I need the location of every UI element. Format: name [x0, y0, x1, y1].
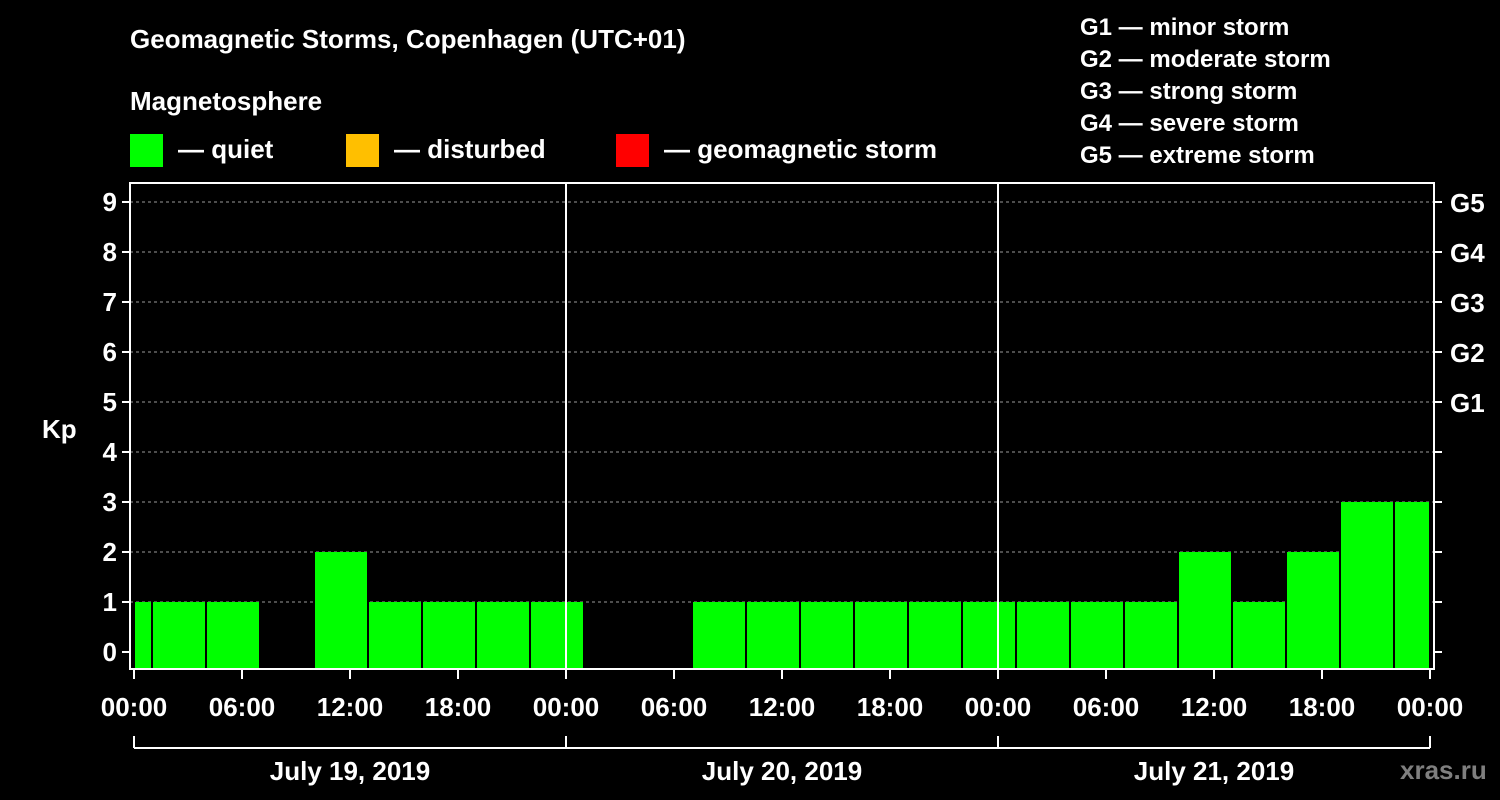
- kp-bar-15: [1071, 602, 1123, 668]
- storm-level-g5: G5 — extreme storm: [1080, 142, 1315, 169]
- x-tick-label-9: 06:00: [1073, 692, 1140, 722]
- kp-bar-18: [1233, 602, 1285, 668]
- legend-label-disturbed: — disturbed: [394, 134, 546, 164]
- right-axis-label-g3: G3: [1450, 288, 1485, 318]
- legend-swatch-storm: [616, 134, 649, 167]
- magnetosphere-label: Magnetosphere: [130, 86, 323, 116]
- kp-bar-10: [801, 602, 853, 668]
- legend-swatch-disturbed: [346, 134, 379, 167]
- x-tick-label-5: 06:00: [641, 692, 708, 722]
- right-axis-label-g5: G5: [1450, 188, 1485, 218]
- legend-label-storm: — geomagnetic storm: [664, 134, 938, 164]
- storm-level-g4: G4 — severe storm: [1080, 110, 1299, 137]
- kp-bar-16: [1125, 602, 1177, 668]
- x-tick-label-8: 00:00: [965, 692, 1032, 722]
- y-tick-label-0: 0: [103, 637, 117, 667]
- kp-bar-0: [135, 602, 151, 668]
- kp-bar-14: [1017, 602, 1069, 668]
- kp-bar-13: [963, 602, 1015, 668]
- kp-bar-9: [747, 602, 799, 668]
- kp-bar-6: [477, 602, 529, 668]
- y-axis-label: Kp: [42, 414, 77, 444]
- x-tick-label-12: 00:00: [1397, 692, 1464, 722]
- x-tick-label-0: 00:00: [101, 692, 168, 722]
- legend-swatch-quiet: [130, 134, 163, 167]
- chart-title: Geomagnetic Storms, Copenhagen (UTC+01): [130, 24, 686, 54]
- x-tick-label-1: 06:00: [209, 692, 276, 722]
- kp-bar-2: [207, 602, 259, 668]
- kp-bar-11: [855, 602, 907, 668]
- kp-bar-12: [909, 602, 961, 668]
- kp-bar-17: [1179, 552, 1231, 668]
- kp-bar-3: [315, 552, 367, 668]
- right-axis-label-g1: G1: [1450, 388, 1485, 418]
- x-tick-label-6: 12:00: [749, 692, 816, 722]
- y-tick-label-6: 6: [103, 337, 117, 367]
- y-tick-label-4: 4: [103, 437, 118, 467]
- kp-bar-1: [153, 602, 205, 668]
- x-tick-label-10: 12:00: [1181, 692, 1248, 722]
- x-tick-label-4: 00:00: [533, 692, 600, 722]
- kp-bar-8: [693, 602, 745, 668]
- storm-level-g2: G2 — moderate storm: [1080, 46, 1331, 73]
- x-tick-label-7: 18:00: [857, 692, 924, 722]
- right-axis-label-g2: G2: [1450, 338, 1485, 368]
- kp-bar-20: [1341, 502, 1393, 668]
- y-tick-label-1: 1: [103, 587, 117, 617]
- y-tick-label-7: 7: [103, 287, 117, 317]
- y-tick-label-9: 9: [103, 187, 117, 217]
- right-axis-label-g4: G4: [1450, 238, 1485, 268]
- y-tick-label-2: 2: [103, 537, 117, 567]
- x-tick-label-3: 18:00: [425, 692, 492, 722]
- kp-bar-5: [423, 602, 475, 668]
- y-tick-label-5: 5: [103, 387, 117, 417]
- watermark: xras.ru: [1400, 755, 1487, 785]
- x-tick-label-11: 18:00: [1289, 692, 1356, 722]
- day-label-1: July 20, 2019: [702, 756, 862, 786]
- kp-bar-4: [369, 602, 421, 668]
- day-label-0: July 19, 2019: [270, 756, 430, 786]
- kp-bar-19: [1287, 552, 1339, 668]
- storm-level-g1: G1 — minor storm: [1080, 14, 1290, 41]
- y-tick-label-3: 3: [103, 487, 117, 517]
- y-tick-label-8: 8: [103, 237, 117, 267]
- storm-level-g3: G3 — strong storm: [1080, 78, 1298, 105]
- kp-bar-21: [1395, 502, 1429, 668]
- legend-label-quiet: — quiet: [178, 134, 274, 164]
- kp-bar-7: [531, 602, 583, 668]
- x-tick-label-2: 12:00: [317, 692, 384, 722]
- day-label-2: July 21, 2019: [1134, 756, 1294, 786]
